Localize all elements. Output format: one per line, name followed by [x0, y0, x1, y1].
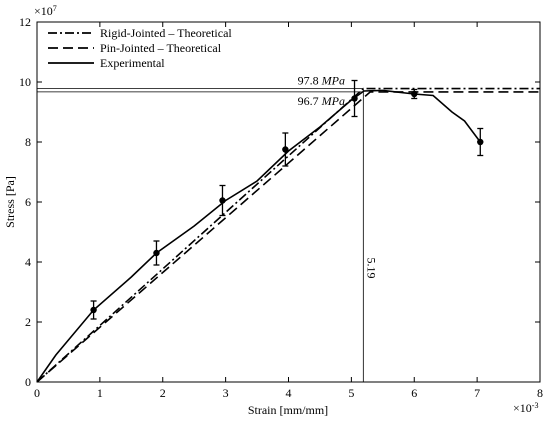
- y-tick-label: 10: [19, 75, 31, 89]
- x-tick-label: 4: [286, 386, 292, 400]
- marker: [90, 306, 97, 314]
- marker: [411, 90, 418, 98]
- y-tick-label: 12: [19, 15, 31, 29]
- annotation: 97.8 MPa: [298, 74, 345, 88]
- legend-label: Rigid-Jointed – Theoretical: [100, 26, 232, 40]
- marker: [351, 95, 358, 102]
- annotation-unit: MPa: [321, 94, 345, 108]
- x-tick-label: 2: [160, 386, 166, 400]
- marker: [477, 138, 484, 146]
- legend-label: Pin-Jointed – Theoretical: [100, 41, 222, 55]
- annotation: 96.7 MPa: [298, 94, 345, 108]
- y-multiplier-base: ×10: [34, 4, 53, 18]
- x-tick-label: 1: [97, 386, 103, 400]
- series-line: [36, 87, 540, 383]
- x-multiplier-exponent: -3: [532, 401, 539, 410]
- annotation: 5.19: [364, 258, 378, 279]
- y-tick-label: 0: [25, 375, 31, 389]
- x-multiplier-base: ×10: [513, 401, 532, 415]
- y-multiplier: ×107: [34, 4, 57, 18]
- x-tick-label: 5: [348, 386, 354, 400]
- annotation-value: 97.8: [298, 74, 319, 88]
- series-line: [36, 91, 540, 383]
- y-multiplier-exponent: 7: [53, 4, 57, 13]
- y-tick-label: 4: [25, 255, 31, 269]
- x-multiplier: ×10-3: [513, 401, 538, 415]
- y-axis-label: Stress [Pa]: [3, 176, 17, 228]
- marker: [153, 249, 160, 257]
- x-tick-label: 7: [474, 386, 480, 400]
- series-line: [36, 89, 481, 383]
- y-tick-label: 8: [25, 135, 31, 149]
- legend-label: Experimental: [100, 56, 165, 70]
- x-tick-label: 8: [537, 386, 543, 400]
- x-tick-label: 6: [411, 386, 417, 400]
- x-axis-label: Strain [mm/mm]: [248, 403, 328, 417]
- marker: [282, 146, 289, 153]
- x-tick-label: 0: [34, 386, 40, 400]
- y-tick-label: 2: [25, 315, 31, 329]
- marker: [219, 197, 226, 204]
- annotation-unit: MPa: [321, 74, 345, 88]
- annotation-value: 96.7: [298, 94, 319, 108]
- x-tick-label: 3: [223, 386, 229, 400]
- y-tick-label: 6: [25, 195, 31, 209]
- plot-frame: [36, 21, 541, 383]
